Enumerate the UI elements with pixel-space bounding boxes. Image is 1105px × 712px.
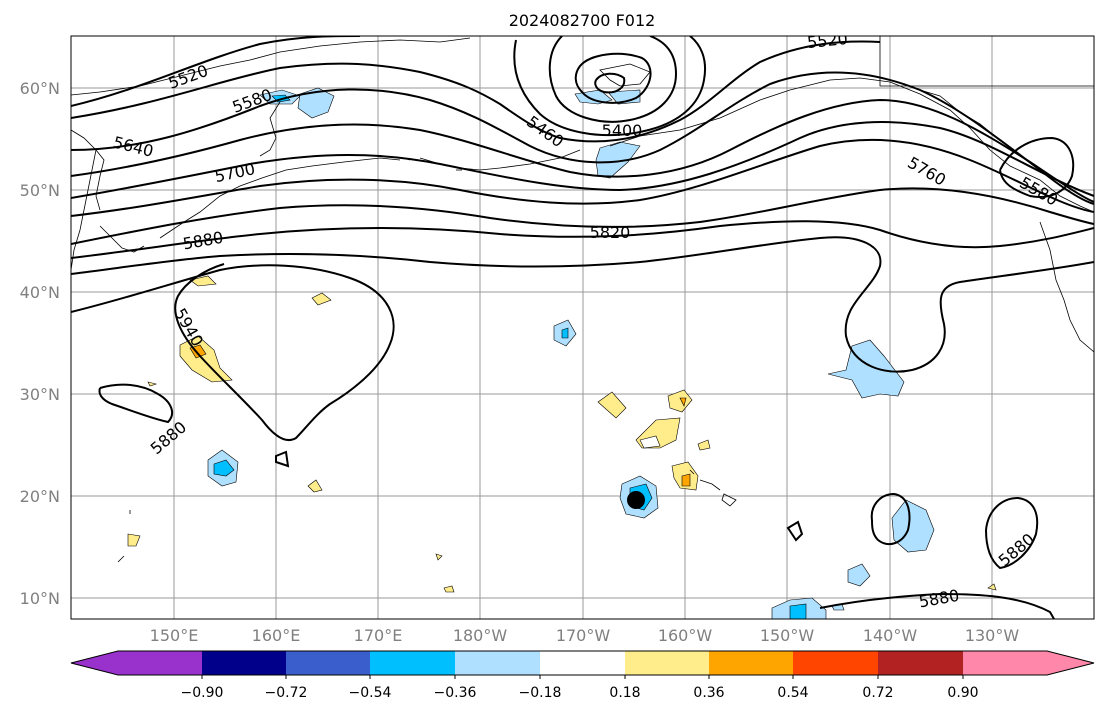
lon-label: 130°W [965, 626, 1020, 645]
colorbar-max-extension [1047, 651, 1094, 675]
colorbar-tick-label: 0.36 [693, 685, 724, 701]
colorbar-tick-label: −0.18 [519, 685, 562, 701]
height-contours [71, 36, 1094, 619]
colorbar-segment [793, 651, 879, 675]
contour-label: 5760 [904, 153, 949, 190]
colorbar-tick-label: −0.54 [349, 685, 392, 701]
lon-label: 180°W [453, 626, 508, 645]
colorbar-tick-label: −0.72 [265, 685, 308, 701]
lat-label: 60°N [20, 79, 60, 98]
colorbar-segment [455, 651, 541, 675]
contour-label: 5880 [147, 417, 190, 458]
lon-label: 170°W [556, 626, 611, 645]
colorbar-segment [963, 651, 1048, 675]
colorbar-segment [370, 651, 456, 675]
colorbar-segment [286, 651, 371, 675]
lon-label: 140°W [863, 626, 918, 645]
colorbar-segment [625, 651, 710, 675]
colorbar: −0.90 −0.72 −0.54 −0.36 −0.18 0.18 0.36 … [70, 650, 1095, 701]
colorbar-tick-label: −0.36 [434, 685, 477, 701]
lon-label: 150°W [760, 626, 815, 645]
lat-label: 40°N [20, 283, 60, 302]
anomaly-shading [127, 87, 997, 619]
colorbar-tick-label: −0.90 [181, 685, 224, 701]
colorbar-segment [709, 651, 794, 675]
lon-label: 160°E [252, 626, 301, 645]
contour-label: 5400 [602, 121, 643, 140]
map-plot-area: 5520 5580 5640 5700 5880 5940 5880 5460 … [71, 29, 1094, 619]
lat-label: 20°N [20, 487, 60, 506]
contour-label: 5520 [806, 29, 848, 52]
colorbar-tick-label: 0.54 [777, 685, 808, 701]
colorbar-ticks [201, 675, 964, 679]
latitude-labels: 60°N 50°N 40°N 30°N 20°N 10°N [20, 79, 60, 608]
colorbar-min-extension [71, 651, 118, 675]
colorbar-segment [878, 651, 964, 675]
storm-center-marker [627, 491, 645, 509]
map-frame [70, 35, 1095, 620]
contour-label: 5640 [111, 133, 155, 161]
contour-label: 5880 [917, 586, 960, 612]
longitude-labels: 150°E 160°E 170°E 180°W 170°W 160°W 150°… [150, 626, 1020, 645]
colorbar-outline [70, 650, 1095, 676]
lon-label: 170°E [354, 626, 403, 645]
colorbar-segment [202, 651, 287, 675]
contour-label: 5880 [995, 529, 1038, 570]
colorbar-tick-label: 0.72 [862, 685, 893, 701]
contour-label: 5580 [230, 85, 275, 117]
contour-label: 5880 [181, 228, 224, 254]
lat-label: 30°N [20, 385, 60, 404]
contour-label: 5940 [170, 305, 207, 350]
colorbar-tick-label: 0.18 [609, 685, 640, 701]
colorbar-segment [118, 651, 203, 675]
colorbar-tick-label: 0.90 [947, 685, 978, 701]
contour-label: 5820 [590, 223, 631, 242]
lon-label: 160°W [658, 626, 713, 645]
map-title: 2024082700 F012 [509, 11, 656, 30]
lat-label: 50°N [20, 181, 60, 200]
colorbar-segment [540, 651, 626, 675]
lon-label: 150°E [150, 626, 199, 645]
lat-label: 10°N [20, 589, 60, 608]
graticule [71, 36, 1094, 619]
